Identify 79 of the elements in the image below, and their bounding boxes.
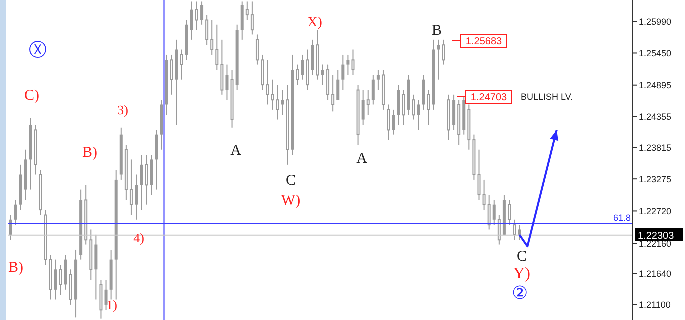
candlestick: [492, 200, 496, 226]
candlestick: [206, 14, 209, 46]
candlestick: [352, 49, 355, 76]
annotation: B: [432, 23, 442, 39]
candlestick: [296, 64, 300, 86]
candlestick: [427, 90, 430, 126]
annotation: 1): [106, 297, 118, 312]
candlestick: [256, 34, 259, 66]
candlestick: [322, 64, 324, 86]
candlestick: [362, 90, 365, 126]
candlestick: [346, 54, 350, 76]
annotation: A: [230, 143, 242, 159]
y-tick-label: 1.24895: [639, 80, 672, 91]
candlestick: [276, 84, 280, 120]
candlestick: [130, 159, 133, 216]
candlestick: [266, 60, 270, 106]
y-tick-label: 1.21100: [639, 300, 671, 310]
candlestick: [332, 74, 335, 112]
candlestick: [478, 149, 481, 201]
candlestick: [210, 20, 214, 56]
candlestick: [488, 194, 491, 230]
candlestick: [518, 224, 522, 241]
candlestick: [387, 104, 390, 141]
y-tick-label: 1.25990: [639, 17, 672, 28]
candlestick: [9, 214, 12, 241]
annotation: C): [24, 88, 40, 104]
candlestick: [498, 214, 501, 246]
annotation: Y): [514, 265, 530, 282]
annotation: A: [356, 151, 368, 167]
annotation: X): [308, 16, 323, 31]
candlestick: [190, 1, 194, 40]
candlestick: [104, 280, 108, 311]
annotation: B): [82, 145, 98, 161]
candlestick: [59, 264, 62, 296]
candlestick: [226, 64, 229, 101]
candlestick: [482, 179, 486, 211]
candlestick: [513, 219, 516, 241]
candlestick: [170, 54, 174, 96]
annotation: C: [516, 249, 528, 265]
annotation: 3): [118, 102, 128, 118]
y-tick-label: 1.24355: [639, 112, 672, 122]
annotation: Ⓧ: [29, 40, 47, 60]
annotation: 61.8: [613, 213, 631, 223]
y-tick-label: 1.23815: [639, 143, 672, 154]
candlestick: [135, 174, 138, 220]
candlestick: [216, 24, 219, 71]
y-tick-label: 1.22720: [639, 206, 672, 216]
candlestick: [372, 74, 375, 106]
candlestick: [417, 100, 420, 131]
candlestick: [376, 70, 380, 91]
candlestick: [366, 90, 370, 116]
annotation: 4): [134, 230, 144, 246]
candlestick: [14, 200, 18, 226]
candlestick: [437, 39, 440, 80]
candlestick: [412, 94, 416, 120]
candlestick: [271, 79, 274, 110]
annotation: B): [8, 260, 24, 276]
annotation: 1.25683: [466, 36, 503, 48]
candlestick: [392, 109, 396, 136]
candlestick: [336, 70, 340, 101]
annotation: ②: [512, 283, 528, 303]
annotation: C: [286, 173, 296, 189]
candlestick: [442, 39, 446, 66]
candlestick: [281, 90, 284, 116]
y-tick-label: 1.23275: [639, 174, 672, 184]
candlestick: [508, 200, 511, 226]
annotation: W): [281, 193, 301, 209]
candlestick: [140, 154, 144, 211]
candlestick: [402, 90, 406, 126]
candlestick: [145, 154, 148, 206]
y-tick-label: 1.21640: [639, 268, 672, 279]
candlestick: [200, 1, 204, 26]
annotation: BULLISH LV.: [521, 92, 574, 102]
candlestick: [301, 54, 304, 80]
y-tick-label: 1.25450: [639, 48, 672, 58]
candlestick: [342, 54, 345, 91]
candlestick: [180, 49, 184, 80]
annotation: 1.24703: [470, 92, 508, 104]
candlestick: [54, 259, 58, 300]
